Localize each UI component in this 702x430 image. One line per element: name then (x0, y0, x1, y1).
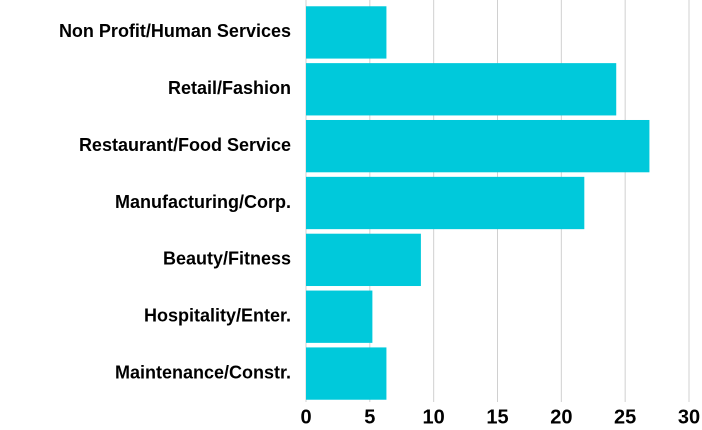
bar (306, 6, 387, 59)
x-tick-label: 0 (300, 406, 311, 428)
x-tick-label: 25 (614, 406, 636, 428)
x-tick-label: 15 (486, 406, 508, 428)
bar (306, 176, 585, 230)
x-tick-label: 20 (550, 406, 572, 428)
y-tick-label: Non Profit/Human Services (59, 21, 291, 41)
x-tick-label: 30 (678, 406, 700, 428)
bar (306, 233, 421, 287)
y-tick-label: Beauty/Fitness (163, 249, 291, 269)
x-tick-label: 10 (423, 406, 445, 428)
bar (306, 290, 373, 343)
y-tick-label: Restaurant/Food Service (79, 135, 291, 155)
y-tick-label: Manufacturing/Corp. (115, 192, 291, 212)
y-tick-label: Retail/Fashion (168, 78, 291, 98)
bar (306, 347, 387, 400)
y-tick-label: Hospitality/Enter. (144, 305, 291, 325)
y-tick-label: Maintenance/Constr. (115, 362, 291, 382)
bar (306, 63, 617, 116)
x-tick-label: 5 (364, 406, 375, 428)
bar (306, 119, 650, 173)
